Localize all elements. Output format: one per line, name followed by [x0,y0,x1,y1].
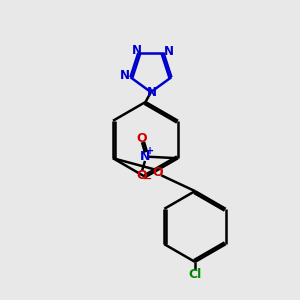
Text: N: N [132,44,142,57]
Text: N: N [164,45,174,58]
Text: O: O [152,166,163,179]
Text: Cl: Cl [188,268,202,281]
Text: O: O [137,132,147,145]
Text: N: N [140,150,150,163]
Text: +: + [146,146,154,156]
Text: N: N [120,69,130,82]
Text: −: − [143,174,153,184]
Text: N: N [146,86,157,99]
Text: O: O [137,169,147,182]
